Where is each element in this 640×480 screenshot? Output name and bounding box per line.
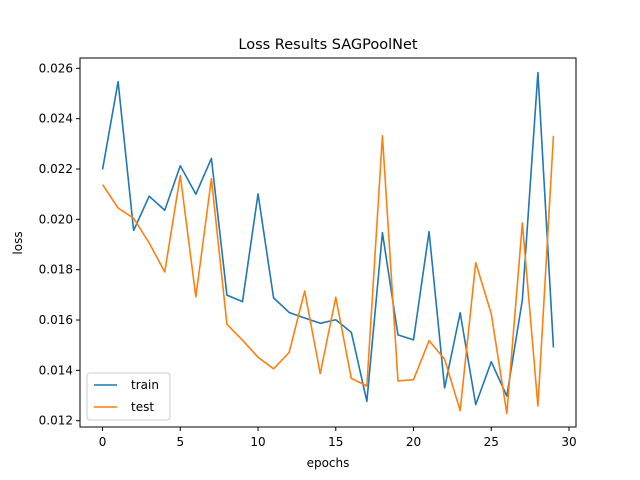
- y-axis-label: loss: [11, 231, 25, 254]
- legend-label-train: train: [131, 378, 159, 392]
- y-tick-label: 0.014: [39, 363, 73, 377]
- x-tick-label: 15: [328, 435, 343, 449]
- legend: train test: [86, 372, 171, 421]
- y-tick-label: 0.024: [39, 112, 73, 126]
- series-line-train: [101, 71, 555, 406]
- y-tick-label: 0.012: [39, 414, 73, 428]
- series-lines: [101, 71, 555, 415]
- x-tick-label: 10: [250, 435, 265, 449]
- x-tick-label: 0: [99, 435, 107, 449]
- y-tick-label: 0.016: [39, 313, 73, 327]
- y-tick-label: 0.022: [39, 162, 73, 176]
- x-tick-label: 30: [561, 435, 576, 449]
- x-tick-label: 5: [176, 435, 184, 449]
- x-tick-label: 20: [406, 435, 421, 449]
- axis-ticks: 0 5 10 15 20 25 30 0.012 0.014 0.016 0.018 0.020 0.0…: [39, 61, 577, 449]
- series-line-test: [101, 134, 555, 415]
- plot-frame: [79, 57, 577, 428]
- x-axis-label: epochs: [307, 456, 350, 470]
- y-tick-label: 0.018: [39, 263, 73, 277]
- chart-title: Loss Results SAGPoolNet: [238, 37, 418, 53]
- x-tick-label: 25: [484, 435, 499, 449]
- y-tick-label: 0.020: [39, 212, 73, 226]
- legend-label-test: test: [131, 400, 154, 414]
- y-tick-label: 0.026: [39, 61, 73, 75]
